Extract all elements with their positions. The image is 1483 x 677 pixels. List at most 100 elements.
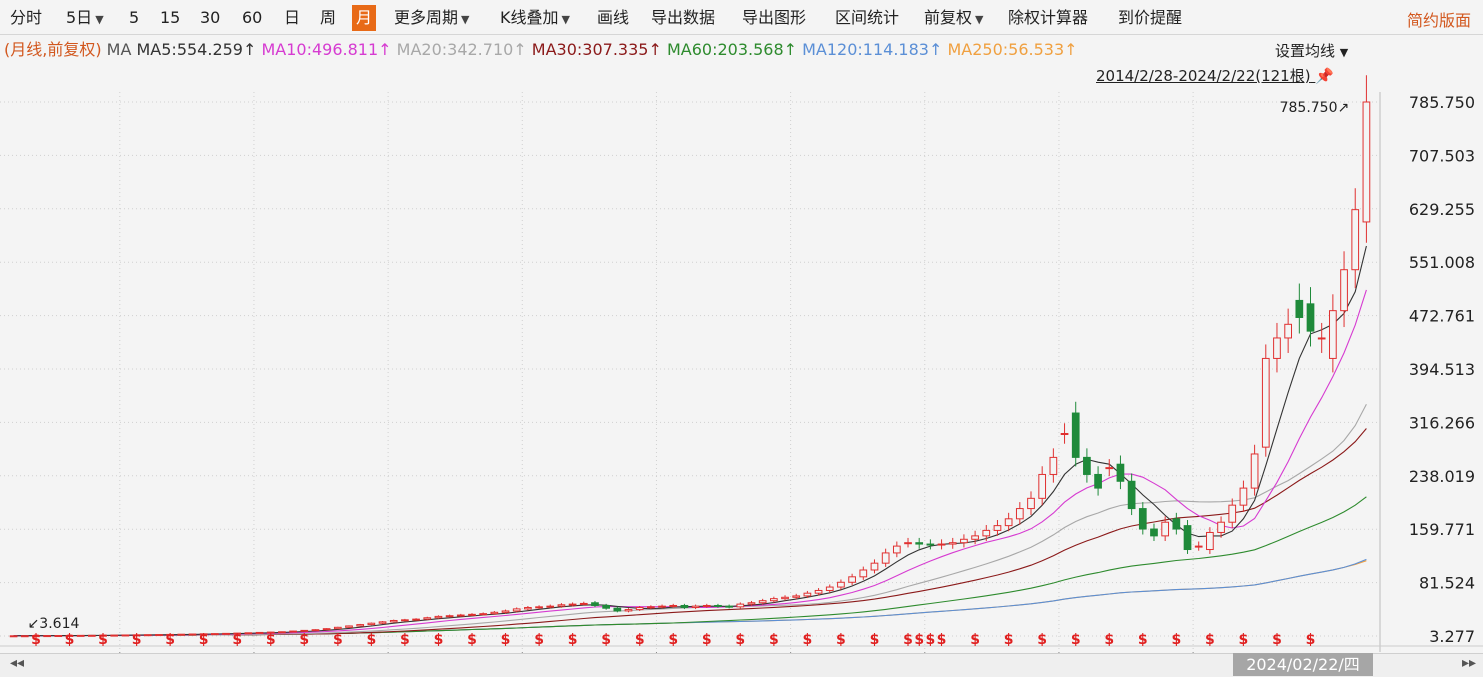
candle-body[interactable] [468, 613, 476, 616]
candle-body[interactable] [367, 622, 376, 626]
candle-body[interactable] [289, 630, 297, 633]
scroll-right-icon[interactable]: ▸▸ [1462, 655, 1477, 671]
candle-body[interactable] [1049, 456, 1058, 475]
candle-body[interactable] [389, 619, 398, 623]
candle-body[interactable] [1083, 456, 1091, 475]
candle-body[interactable] [758, 600, 767, 604]
candle-body[interactable] [43, 635, 51, 638]
dividend-marker[interactable]: $ [299, 632, 309, 648]
candle-body[interactable] [1150, 528, 1158, 537]
candle-body[interactable] [1351, 209, 1360, 271]
toolbar-item-11[interactable]: 画线 [597, 7, 629, 29]
dividend-marker[interactable]: $ [635, 632, 645, 648]
chevron-down-icon[interactable]: ▼ [975, 13, 984, 26]
dividend-marker[interactable]: $ [735, 632, 745, 648]
toolbar-item-16[interactable]: 除权计算器 [1008, 7, 1088, 29]
candle-body[interactable] [1217, 521, 1225, 533]
candle-body[interactable] [960, 538, 968, 544]
candle-body[interactable] [20, 635, 29, 638]
candle-body[interactable] [993, 525, 1002, 531]
toolbar-item-4[interactable]: 30 [200, 7, 220, 29]
toolbar-item-3[interactable]: 15 [160, 7, 180, 29]
candle-body[interactable] [691, 605, 700, 609]
candle-body[interactable] [926, 543, 935, 546]
candle-body[interactable] [76, 634, 85, 637]
toolbar-item-6[interactable]: 日 [284, 7, 300, 29]
dividend-marker[interactable]: $ [668, 632, 678, 648]
candle-body[interactable] [680, 604, 689, 609]
candle-body[interactable] [1206, 531, 1214, 551]
candle-body[interactable] [1004, 518, 1013, 527]
candle-body[interactable] [479, 613, 488, 616]
toolbar-item-5[interactable]: 60 [242, 7, 262, 29]
candle-body[interactable] [714, 604, 722, 607]
candle-body[interactable] [199, 633, 208, 636]
candle-body[interactable] [445, 615, 454, 618]
candle-body[interactable] [848, 576, 856, 583]
candle-body[interactable] [278, 631, 286, 634]
candle-body[interactable] [1161, 521, 1170, 537]
candle-body[interactable] [1116, 463, 1125, 482]
candle-body[interactable] [881, 552, 890, 564]
dividend-marker[interactable]: $ [970, 632, 980, 648]
candle-body[interactable] [814, 589, 823, 594]
candle-body[interactable] [769, 598, 778, 602]
dividend-marker[interactable]: $ [1004, 632, 1014, 648]
candle-body[interactable] [87, 634, 96, 637]
candle-body[interactable] [188, 633, 197, 636]
candle-body[interactable] [591, 602, 599, 606]
candle-body[interactable] [1015, 508, 1024, 520]
dividend-marker[interactable]: $ [1272, 632, 1282, 648]
candle-body[interactable] [210, 633, 219, 636]
candle-body[interactable] [1261, 357, 1270, 448]
dividend-marker[interactable]: $ [65, 632, 75, 648]
candle-body[interactable] [859, 569, 868, 578]
candle-body[interactable] [1027, 497, 1035, 510]
candle-body[interactable] [1060, 433, 1069, 436]
dividend-marker[interactable]: $ [501, 632, 511, 648]
candle-body[interactable] [535, 606, 543, 609]
chevron-down-icon[interactable]: ▼ [95, 13, 104, 26]
dividend-marker[interactable]: $ [702, 632, 712, 648]
candle-body[interactable] [1194, 545, 1203, 548]
candle-body[interactable] [635, 607, 644, 611]
candle-body[interactable] [524, 607, 532, 610]
candle-body[interactable] [412, 618, 420, 621]
candle-body[interactable] [736, 603, 745, 608]
dividend-marker[interactable]: $ [467, 632, 477, 648]
candle-body[interactable] [1306, 303, 1315, 332]
candle-body[interactable] [345, 625, 353, 628]
dividend-marker[interactable]: $ [870, 632, 880, 648]
candle-body[interactable] [54, 635, 63, 638]
candle-body[interactable] [613, 607, 622, 612]
pin-icon[interactable]: 📌 [1315, 67, 1335, 85]
chevron-down-icon[interactable]: ▼ [561, 13, 570, 26]
toolbar-item-14[interactable]: 区间统计 [835, 7, 899, 29]
date-range-label[interactable]: 2014/2/28-2024/2/22(121根) 📌 [1096, 65, 1334, 86]
candle-body[interactable] [825, 586, 834, 591]
toolbar-item-9[interactable]: 更多周期 ▼ [394, 7, 469, 31]
candle-body[interactable] [971, 535, 979, 540]
dividend-marker[interactable]: $ [1239, 632, 1249, 648]
candle-body[interactable] [490, 611, 499, 615]
dividend-marker[interactable]: $ [132, 632, 142, 648]
candle-body[interactable] [1284, 323, 1293, 339]
toolbar-item-13[interactable]: 导出图形 [742, 7, 806, 29]
candle-body[interactable] [512, 608, 521, 612]
candle-body[interactable] [255, 631, 264, 634]
candle-body[interactable] [121, 634, 130, 637]
toolbar-item-0[interactable]: 分时 [10, 7, 42, 29]
toolbar-item-12[interactable]: 导出数据 [651, 7, 715, 29]
dividend-marker[interactable]: $ [1138, 632, 1148, 648]
candle-body[interactable] [322, 628, 331, 631]
dividend-marker[interactable]: $ [926, 632, 936, 648]
candle-body[interactable] [1038, 473, 1047, 499]
candle-body[interactable] [1329, 310, 1337, 359]
dividend-marker[interactable]: $ [769, 632, 779, 648]
candle-body[interactable] [222, 632, 230, 635]
candle-body[interactable] [725, 605, 733, 608]
candle-body[interactable] [892, 545, 901, 554]
simple-layout-button[interactable]: 简约版面 [1406, 11, 1471, 30]
candle-body[interactable] [333, 626, 342, 630]
